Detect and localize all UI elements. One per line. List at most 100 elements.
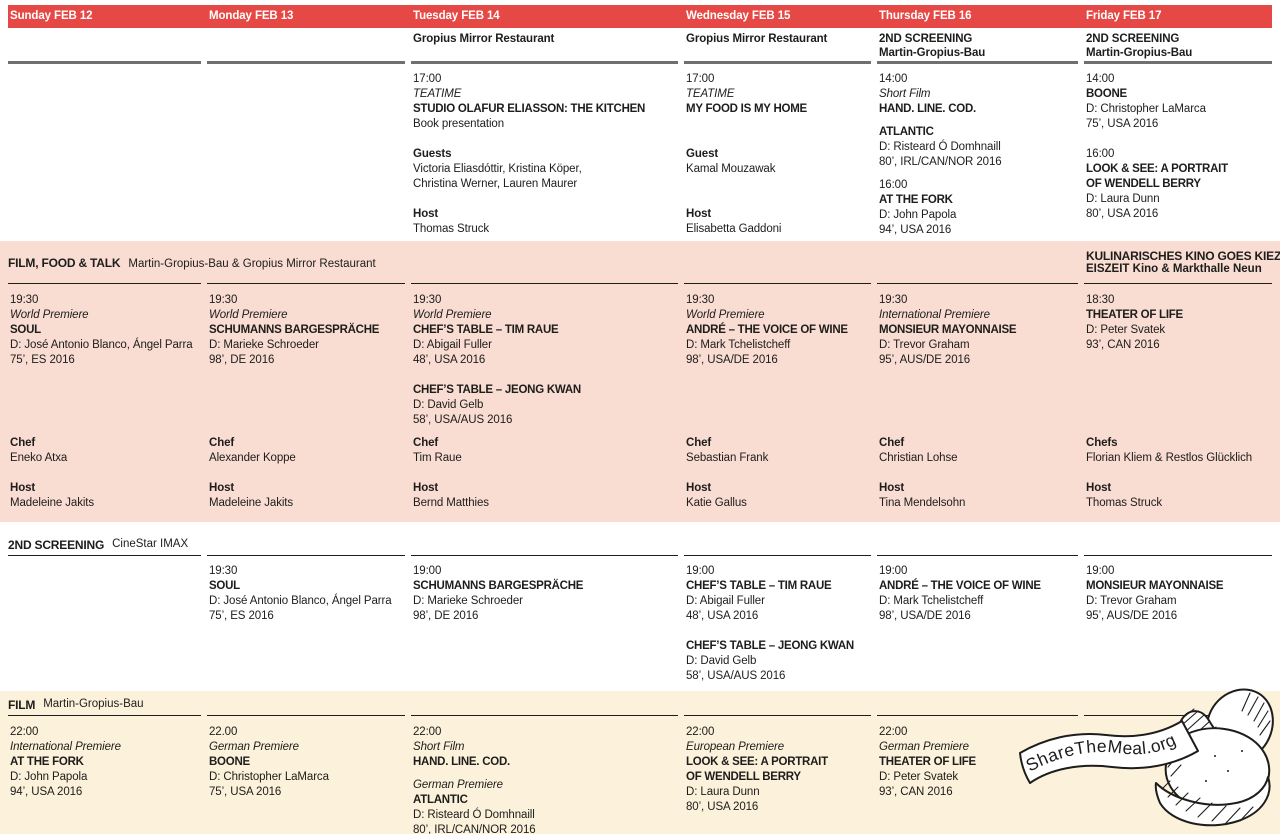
fft-cell-sunday: 19:30 World Premiere SOUL D: José Antonio B… [8,283,201,433]
second-cell-wednesday: 19:00 CHEF’S TABLE – TIM RAUE D: Abigail F… [684,555,871,691]
section-film-food-talk: FILM, FOOD & TALK Martin-Gropius-Bau & Gr… [0,241,1280,522]
event-line-plain: 48’, USA 2016 [413,354,486,366]
daytime-cell-thursday: 14:00 Short Film HAND. LINE. COD. ATLANTIC D… [877,72,1078,241]
event-line-premiere: TEATIME [686,88,735,100]
event-line-venue: Martin-Gropius-Bau [879,47,986,59]
event-line-time: 16:00 [879,179,908,191]
event-line-plain: 98’, USA/DE 2016 [686,354,778,366]
event-line-time: 19:00 [1086,565,1115,577]
event-line-title: LOOK & SEE: A PORTRAIT [686,756,828,768]
chef-cell-sunday: Chef Eneko Atxa [8,433,201,478]
event-line-plain: Thomas Struck [413,223,490,235]
event-line-plain: 93’, CAN 2016 [1086,339,1160,351]
event-line-title: ANDRÉ – THE VOICE OF WINE [879,580,1041,592]
spacer [686,132,871,147]
event-line-time: 17:00 [413,73,442,85]
event-line-plain: 48’, USA 2016 [686,610,759,622]
event-line-title: SCHUMANNS BARGESPRÄCHE [413,580,584,592]
film-cell-sunday: 22:00 International Premiere AT THE FORK D:… [8,715,201,834]
event-line-label: Host [413,208,439,220]
host-cell-thursday: Host Tina Mendelsohn [877,478,1078,522]
event-line-title: SOUL [10,324,41,336]
event-line-premiere: International Premiere [10,741,121,753]
chef-name: Sebastian Frank [686,452,769,464]
film-cell-friday [1084,715,1272,834]
event-line-title: ATLANTIC [879,126,934,138]
event-line-title: CHEF’S TABLE – TIM RAUE [413,324,559,336]
event-line-title: LOOK & SEE: A PORTRAIT [1086,163,1228,175]
cookie-speckle [1241,750,1243,752]
event-line-plain: 58’, USA/AUS 2016 [413,414,513,426]
event-line-title: CHEF’S TABLE – TIM RAUE [686,580,832,592]
chef-cell-friday: Chefs Florian Kliem & Restlos Glücklich [1084,433,1272,478]
spacer [879,117,1078,125]
fortune-cookie-illustration: ShareTheMeal.org [1019,688,1274,827]
spacer [413,192,678,207]
second-screening-header: 2ND SCREENING CineStar IMAX [8,522,1272,555]
event-line-plain: D: Mark Tchelistcheff [686,339,791,351]
spacer [686,192,871,207]
film-food-talk-title-group: FILM, FOOD & TALK Martin-Gropius-Bau & Gr… [8,254,376,272]
event-line-title: THEATER OF LIFE [1086,309,1183,321]
event-line-plain: D: Abigail Fuller [413,339,492,351]
venue-cell-tuesday: Gropius Mirror Restaurant [411,28,678,64]
chef-name: Alexander Koppe [209,452,296,464]
host-cell-tuesday: Host Bernd Matthies [411,478,678,522]
film-cell-tuesday: 22:00 Short Film HAND. LINE. COD. German Pr… [411,715,678,834]
section-title: FILM [8,698,36,712]
section-title: 2ND SCREENING [8,538,105,552]
event-line-time: 14:00 [879,73,908,85]
event-line-plain: Book presentation [413,118,505,130]
event-line-time: 17:00 [686,73,715,85]
host-label: Host [413,482,439,494]
event-line-title: OF WENDELL BERRY [686,771,801,783]
event-line-title: BOONE [209,756,250,768]
event-line-plain: D: David Gelb [413,399,484,411]
event-line-title: STUDIO OLAFUR ELIASSON: THE KITCHEN [413,103,646,115]
event-line-plain: 80’, IRL/CAN/NOR 2016 [413,824,536,834]
day-header-row: Sunday FEB 12 Monday FEB 13 Tuesday FEB … [8,5,1272,28]
event-line-venue: Gropius Mirror Restaurant [413,33,555,45]
event-line-time: 18:30 [1086,294,1115,306]
host-cell-friday: Host Thomas Struck [1084,478,1272,522]
event-line-time: 22:00 [879,726,908,738]
host-cell-monday: Host Madeleine Jakits [207,478,405,522]
daytime-cell-monday [207,72,405,241]
section-title: FILM, FOOD & TALK [8,256,121,270]
cookie-wing-hatching [1241,692,1271,736]
event-line-title: ATLANTIC [413,794,468,806]
event-line-plain: D: Christopher LaMarca [1086,103,1206,115]
host-label: Host [879,482,905,494]
daytime-cell-wednesday: 17:00 TEATIME MY FOOD IS MY HOME Guest Kamal… [684,72,871,241]
event-line-title: MY FOOD IS MY HOME [686,103,807,115]
event-line-plain: D: Christopher LaMarca [209,771,329,783]
cookie-lip [1154,776,1271,827]
event-line-premiere: Short Film [413,741,465,753]
event-line-plain: D: Laura Dunn [686,786,760,798]
daytime-cell-friday: 14:00 BOONE D: Christopher LaMarca 75’, USA… [1084,72,1272,241]
chef-label: Chefs [1086,437,1118,449]
spacer [413,132,678,147]
event-line-plain: 75’, ES 2016 [209,610,274,622]
event-line-time: 22.00 [209,726,238,738]
event-line-plain: 95’, AUS/DE 2016 [879,354,971,366]
host-label: Host [209,482,235,494]
event-line-plain: Christina Werner, Lauren Maurer [413,178,578,190]
event-line-title: SCHUMANNS BARGESPRÄCHE [209,324,380,336]
event-line-title: AT THE FORK [10,756,84,768]
event-line-venue: 2ND SCREENING [1086,33,1180,45]
spacer [1086,132,1272,147]
event-line-title: BOONE [1086,88,1127,100]
event-line-plain: D: Risteard Ó Domhnaill [413,809,535,821]
event-line-premiere: World Premiere [209,309,288,321]
venue-cell-monday [207,28,405,64]
chef-label: Chef [413,437,439,449]
event-line-title: CHEF’S TABLE – JEONG KWAN [413,384,581,396]
day-header-wednesday: Wednesday FEB 15 [686,10,791,22]
second-screening-row: 19:30 SOUL D: José Antonio Blanco, Ángel P… [8,555,1272,691]
event-line-plain: 75’, USA 2016 [209,786,282,798]
chef-cell-monday: Chef Alexander Koppe [207,433,405,478]
event-line-time: 19:30 [209,565,238,577]
kiez-venue: EISZEIT Kino & Markthalle Neun [1086,263,1262,275]
event-line-title: ANDRÉ – THE VOICE OF WINE [686,324,848,336]
